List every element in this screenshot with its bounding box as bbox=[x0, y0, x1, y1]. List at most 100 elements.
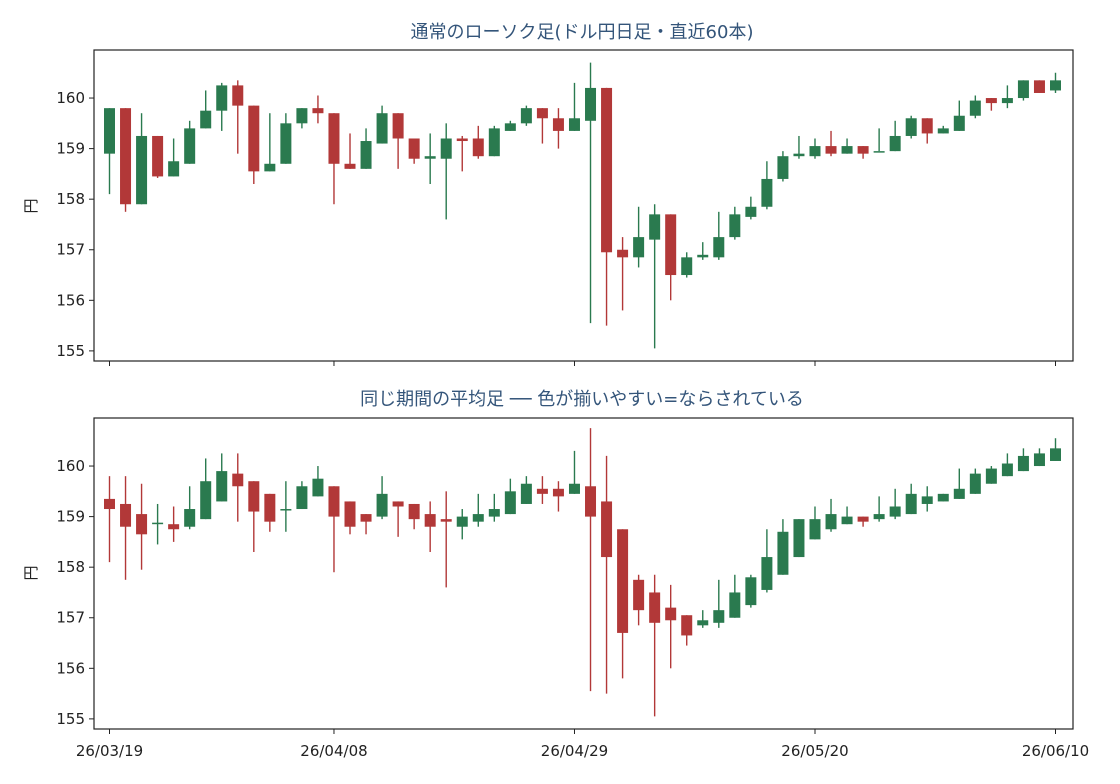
candle-body bbox=[248, 481, 260, 512]
y-tick-label: 156 bbox=[56, 291, 85, 309]
candle-body bbox=[889, 506, 901, 517]
candle-body bbox=[649, 214, 661, 240]
candle-body bbox=[344, 163, 356, 169]
candle-body bbox=[745, 206, 757, 217]
chart-title: 通常のローソク足(ドル円日足・直近60本) bbox=[411, 22, 754, 43]
candle-body bbox=[921, 496, 933, 504]
candle-body bbox=[953, 115, 965, 131]
candle-body bbox=[168, 524, 180, 530]
candle-body bbox=[633, 237, 645, 258]
candle-body bbox=[392, 501, 404, 507]
candle-body bbox=[857, 146, 869, 154]
candle-body bbox=[921, 118, 933, 134]
y-tick-label: 155 bbox=[56, 342, 85, 360]
candle-body bbox=[713, 237, 725, 258]
candle-body bbox=[456, 516, 468, 527]
candle-body bbox=[328, 113, 340, 164]
candle-body bbox=[617, 529, 629, 633]
candle-body bbox=[729, 592, 741, 618]
candle-body bbox=[216, 85, 228, 111]
candle-body bbox=[520, 108, 532, 124]
candle-body bbox=[296, 108, 308, 124]
candle-body bbox=[104, 108, 115, 154]
candle-body bbox=[488, 128, 500, 157]
candle-body bbox=[424, 514, 436, 527]
candle-body bbox=[873, 151, 885, 153]
candle-body bbox=[985, 468, 997, 484]
candle-body bbox=[1001, 98, 1013, 104]
candle-body bbox=[232, 85, 244, 106]
candle-body bbox=[633, 579, 645, 611]
x-tick-label: 26/04/08 bbox=[300, 742, 367, 760]
candle-body bbox=[1050, 448, 1061, 461]
candle-body bbox=[120, 108, 132, 205]
candle-body bbox=[857, 516, 869, 522]
candle-body bbox=[825, 146, 837, 154]
plot-frame bbox=[93, 49, 1074, 362]
candle-body bbox=[232, 473, 244, 487]
candle-body bbox=[328, 486, 340, 517]
candle-body bbox=[200, 110, 212, 129]
candle-body bbox=[793, 153, 805, 157]
chart-title: 同じ期間の平均足 ── 色が揃いやすい=ならされている bbox=[360, 389, 804, 410]
y-tick-label: 159 bbox=[56, 140, 85, 158]
candle-body bbox=[937, 493, 949, 502]
candle-body bbox=[697, 620, 709, 626]
candle-body bbox=[649, 592, 661, 623]
candle-body bbox=[601, 501, 613, 558]
candle-body bbox=[184, 509, 196, 527]
y-tick-label: 157 bbox=[56, 241, 85, 259]
y-tick-label: 156 bbox=[56, 659, 85, 677]
candle-body bbox=[681, 257, 693, 276]
candle-body bbox=[360, 141, 372, 169]
candle-body bbox=[793, 519, 805, 558]
x-tick-label: 26/05/20 bbox=[781, 742, 848, 760]
y-tick-label: 155 bbox=[56, 710, 85, 728]
candle-body bbox=[1017, 80, 1029, 99]
candle-body bbox=[552, 488, 564, 497]
candle-body bbox=[184, 128, 196, 164]
y-axis-label: 円 bbox=[22, 565, 40, 580]
candle-body bbox=[312, 108, 324, 114]
candle-body bbox=[761, 178, 773, 207]
candle-body bbox=[809, 146, 821, 157]
candle-body bbox=[1033, 80, 1045, 93]
candle-body bbox=[248, 105, 260, 172]
candle-body bbox=[376, 493, 388, 517]
candle-body bbox=[1033, 453, 1045, 467]
candle-body bbox=[905, 493, 917, 515]
candlestick-panel: 通常のローソク足(ドル円日足・直近60本) 円 155 156 157 158 159 1… bbox=[22, 22, 1074, 366]
candle-body bbox=[504, 491, 516, 515]
candle-body bbox=[216, 471, 228, 502]
candle-body bbox=[440, 519, 452, 522]
candle-body bbox=[873, 514, 885, 520]
y-axis-label: 円 bbox=[22, 198, 40, 213]
candle-body bbox=[504, 123, 516, 131]
candle-body bbox=[1017, 455, 1029, 472]
candle-body bbox=[681, 615, 693, 636]
candle-body bbox=[440, 138, 452, 159]
heikin-ashi-panel: 同じ期間の平均足 ── 色が揃いやすい=ならされている 円 155 156 157 1… bbox=[22, 389, 1089, 760]
candle-body bbox=[264, 163, 276, 172]
candle-body bbox=[280, 123, 292, 164]
candle-body bbox=[745, 577, 757, 606]
candle-body bbox=[168, 161, 180, 177]
candle-body bbox=[360, 514, 372, 522]
candle-body bbox=[408, 503, 420, 520]
candle-body bbox=[953, 488, 965, 499]
x-tick-label: 26/04/29 bbox=[541, 742, 608, 760]
candle-body bbox=[985, 98, 997, 104]
candle-body bbox=[536, 108, 548, 119]
candle-body bbox=[825, 514, 837, 530]
candle-body bbox=[552, 118, 564, 131]
candle-body bbox=[104, 498, 115, 510]
candle-body bbox=[585, 87, 597, 121]
candle-body bbox=[568, 483, 580, 494]
y-tick-label: 160 bbox=[56, 457, 85, 475]
candle-body bbox=[841, 516, 853, 525]
candle-body bbox=[697, 254, 709, 258]
y-tick-label: 158 bbox=[56, 558, 85, 576]
candle-body bbox=[408, 138, 420, 159]
candle-body bbox=[969, 100, 981, 116]
